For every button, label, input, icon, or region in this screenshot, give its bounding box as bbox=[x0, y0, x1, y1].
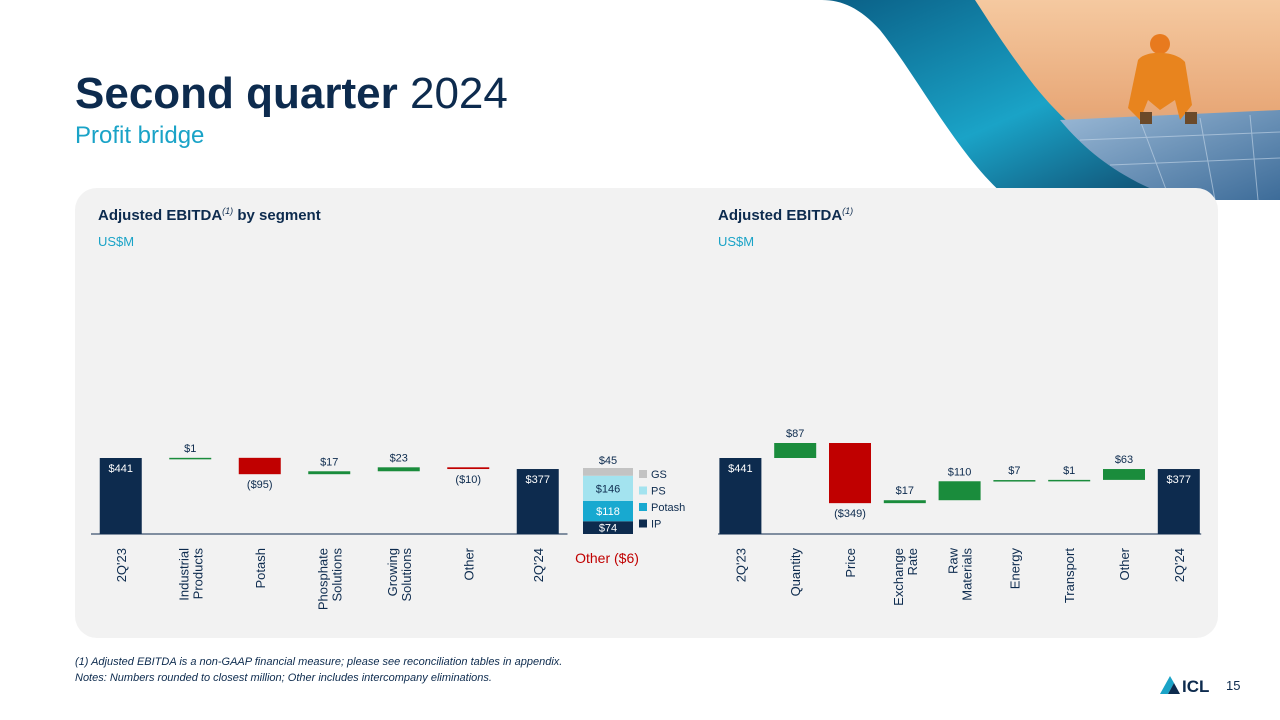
left-chart-data-label-6: ($10) bbox=[455, 474, 481, 486]
right-chart-bar-4 bbox=[883, 500, 926, 504]
right-chart-tick-raw-materials-2: Materials bbox=[960, 548, 975, 601]
left-chart-tick-2q-24: 2Q'24 bbox=[531, 548, 546, 582]
left-chart-bar-6 bbox=[447, 467, 490, 470]
breakdown-label-ps: $146 bbox=[596, 483, 620, 495]
right-chart-bar-9 bbox=[1157, 469, 1200, 534]
left-chart-tick-other: Other bbox=[461, 547, 476, 580]
breakdown-label-ip: $74 bbox=[599, 523, 617, 535]
left-chart-tick-potash: Potash bbox=[253, 548, 268, 588]
left-chart-tick-phosphate-solutions-2: Solutions bbox=[329, 548, 344, 602]
breakdown-other-note: Other ($6) bbox=[575, 550, 639, 566]
left-chart-data-label-3: ($95) bbox=[247, 479, 273, 491]
right-chart-data-label-8: $63 bbox=[1115, 454, 1133, 466]
right-chart-title: Adjusted EBITDA(1) bbox=[718, 206, 853, 224]
left-chart-title-sup: (1) bbox=[222, 206, 234, 216]
right-chart-bar-1 bbox=[719, 458, 762, 534]
page-title: Second quarter 2024 bbox=[75, 66, 508, 122]
right-chart-tick-2q-23: 2Q'23 bbox=[733, 548, 748, 582]
left-chart-tick-growing-solutions-2: Solutions bbox=[399, 548, 414, 602]
breakdown-segment-gs bbox=[583, 467, 633, 476]
right-chart-data-label-7: $1 bbox=[1063, 465, 1075, 477]
left-chart-tick-2q-23: 2Q'23 bbox=[114, 548, 129, 582]
right-chart-tick-2q-24: 2Q'24 bbox=[1172, 548, 1187, 582]
right-chart-tick-transport: Transport bbox=[1062, 548, 1077, 604]
left-chart-tick-industrial-products-1: Industrial bbox=[176, 548, 191, 601]
left-chart-title-text: Adjusted EBITDA bbox=[98, 207, 223, 224]
icl-logo: ICL bbox=[1160, 676, 1209, 696]
left-chart-data-label-4: $17 bbox=[320, 456, 338, 468]
right-chart-bar-8 bbox=[1103, 469, 1145, 480]
legend-label-gs: GS bbox=[651, 469, 667, 481]
page-subtitle: Profit bridge bbox=[75, 122, 205, 149]
right-chart-tick-exchange-rate-1: Exchange bbox=[891, 548, 906, 606]
breakdown-label-gs: $45 bbox=[599, 455, 617, 467]
left-chart-tick-industrial-products-2: Products bbox=[190, 548, 205, 600]
left-chart-data-label-1: $441 bbox=[109, 463, 133, 475]
page-number: 15 bbox=[1226, 678, 1241, 693]
footnote-1: (1) Adjusted EBITDA is a non-GAAP financ… bbox=[75, 656, 563, 668]
right-chart-data-label-9: $377 bbox=[1167, 474, 1191, 486]
chart-panel bbox=[75, 188, 1218, 638]
right-chart-bar-7 bbox=[1048, 479, 1091, 482]
left-chart-bar-4 bbox=[308, 471, 351, 475]
left-chart-bar-2 bbox=[169, 457, 212, 460]
logo-text: ICL bbox=[1182, 677, 1209, 696]
left-chart-bar-1 bbox=[99, 458, 142, 534]
left-chart-data-label-5: $23 bbox=[390, 452, 408, 464]
left-chart-tick-phosphate-solutions-1: Phosphate bbox=[315, 548, 330, 610]
page-title-bold: Second quarter bbox=[75, 69, 398, 118]
left-chart-title: Adjusted EBITDA(1) by segment bbox=[98, 206, 321, 224]
left-chart-bar-7 bbox=[516, 469, 559, 534]
left-chart-data-label-7: $377 bbox=[526, 474, 550, 486]
right-chart-data-label-5: $110 bbox=[948, 466, 972, 478]
right-chart-data-label-1: $441 bbox=[728, 463, 752, 475]
legend-swatch-gs bbox=[639, 470, 647, 478]
right-chart-bar-2 bbox=[774, 443, 817, 458]
right-chart-tick-other: Other bbox=[1117, 547, 1132, 580]
legend-swatch-ip bbox=[639, 519, 647, 528]
left-chart-bar-5 bbox=[377, 467, 420, 472]
breakdown-label-potash: $118 bbox=[596, 506, 620, 518]
right-chart-data-label-6: $7 bbox=[1008, 465, 1020, 477]
right-chart-tick-price: Price bbox=[843, 548, 858, 578]
page-title-year: 2024 bbox=[409, 69, 508, 118]
left-chart-tick-growing-solutions-1: Growing bbox=[385, 548, 400, 596]
legend-swatch-potash bbox=[639, 503, 647, 511]
right-chart-tick-energy: Energy bbox=[1007, 548, 1022, 590]
right-chart-tick-quantity: Quantity bbox=[788, 548, 803, 597]
legend-label-ps: PS bbox=[651, 486, 666, 498]
breakdown-segment-ps bbox=[583, 475, 633, 501]
left-chart-data-label-2: $1 bbox=[184, 443, 196, 455]
right-chart-title-sup: (1) bbox=[842, 206, 854, 216]
breakdown-segment-potash bbox=[583, 500, 633, 522]
right-chart-title-text: Adjusted EBITDA bbox=[718, 207, 843, 224]
right-chart-data-label-3: ($349) bbox=[834, 508, 866, 520]
legend-label-potash: Potash bbox=[651, 502, 685, 514]
right-chart-tick-raw-materials-1: Raw bbox=[946, 547, 961, 574]
breakdown-segment-ip bbox=[583, 521, 633, 534]
right-chart-bar-3 bbox=[829, 443, 871, 504]
left-chart-title-suffix: by segment bbox=[233, 207, 321, 224]
right-chart-bar-6 bbox=[993, 480, 1036, 482]
left-chart-bar-3 bbox=[238, 457, 281, 475]
left-chart-units: US$M bbox=[98, 234, 135, 249]
right-chart-bar-5 bbox=[938, 481, 981, 501]
right-chart-units: US$M bbox=[718, 234, 755, 249]
legend-label-ip: IP bbox=[651, 519, 661, 531]
legend-swatch-ps bbox=[639, 486, 647, 495]
right-chart-data-label-4: $17 bbox=[896, 485, 914, 497]
right-chart-tick-exchange-rate-2: Rate bbox=[905, 548, 920, 575]
right-chart-data-label-2: $87 bbox=[786, 428, 804, 440]
footnote-2: Notes: Numbers rounded to closest millio… bbox=[75, 672, 492, 684]
